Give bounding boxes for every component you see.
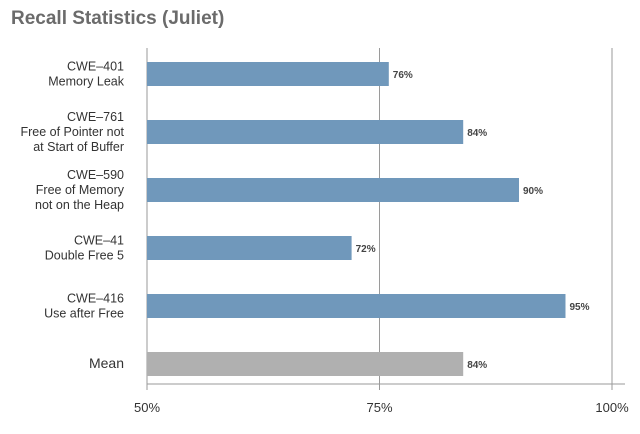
data-label: 84% <box>467 128 487 139</box>
bar <box>147 236 352 260</box>
bar <box>147 62 389 86</box>
data-label: 72% <box>356 244 376 255</box>
chart-title: Recall Statistics (Juliet) <box>11 8 225 29</box>
mean-bar <box>147 352 464 376</box>
data-label: 95% <box>570 302 590 313</box>
data-label: 90% <box>523 186 543 197</box>
category-label: Mean <box>89 355 124 371</box>
data-label: 76% <box>393 70 413 81</box>
x-tick-label: 100% <box>595 400 629 415</box>
bar <box>147 120 464 144</box>
category-label: CWE–590 Free of Memory not on the Heap <box>35 168 125 212</box>
category-label: CWE–761 Free of Pointer not at Start of Bu… <box>20 110 124 154</box>
bar <box>147 294 566 318</box>
x-tick-label: 75% <box>366 400 392 415</box>
data-label: 84% <box>467 360 487 371</box>
bar <box>147 178 519 202</box>
category-label: CWE–416 Use after Free <box>44 292 124 321</box>
x-tick-label: 50% <box>134 400 160 415</box>
category-label: CWE–401 Memory Leak <box>48 60 124 89</box>
category-label: CWE–41 Double Free 5 <box>45 234 124 263</box>
